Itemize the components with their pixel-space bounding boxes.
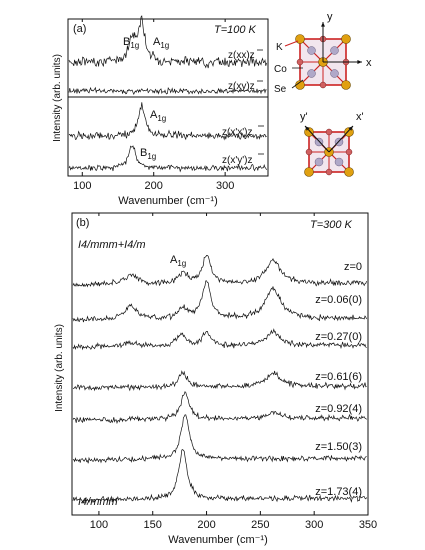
se-atom <box>307 46 316 55</box>
k-atom <box>295 34 305 44</box>
crystal-structure-bottom <box>304 125 354 177</box>
se-atom <box>307 69 316 78</box>
series-line <box>72 255 367 288</box>
series-line <box>73 370 367 392</box>
panel-b-plot-area <box>71 212 369 516</box>
co-atom <box>345 148 353 156</box>
x-tick-label: 250 <box>251 519 269 531</box>
geometry-label-xy: z(xy)z <box>228 81 255 92</box>
crystal-label-k: K <box>276 42 283 53</box>
k-atom <box>341 34 351 44</box>
co-atom <box>305 148 313 156</box>
co-atom <box>296 58 304 66</box>
crystal-axis-y: y <box>327 11 333 23</box>
k-pointer <box>284 40 299 47</box>
peak-label-a1g-lower: A1g <box>150 109 166 123</box>
se-atom <box>314 157 324 167</box>
panel-b-xlabel: Wavenumber (cm⁻¹) <box>168 534 268 546</box>
axis-arrow <box>304 125 330 153</box>
series-label: z=1.73(4) <box>315 486 362 498</box>
peak-label-a1g-b: A1g <box>170 254 186 268</box>
panel-a-label: (a) <box>73 23 86 35</box>
x-tick-label: 100 <box>73 180 91 192</box>
series-line <box>68 102 267 141</box>
series-line <box>72 449 367 504</box>
panel-a-x-ticks: 100 200 300 <box>73 19 234 192</box>
peak-label-a1g-upper: A1g <box>153 36 169 50</box>
panel-b-phase-top: I4/mmm+I4/m <box>78 239 146 251</box>
se-atom <box>334 157 344 167</box>
x-tick-label: 350 <box>359 519 377 531</box>
se-atom <box>330 46 339 55</box>
arrow-head <box>348 126 353 131</box>
panel-a-ylabel: Intensity (arb. units) <box>52 54 63 142</box>
crystal-axis-yprime: y' <box>300 111 308 123</box>
series-label: z=0.92(4) <box>315 403 362 415</box>
panel-a-traces <box>68 15 267 173</box>
series-line <box>72 391 367 425</box>
series-label: z=0.27(0) <box>315 331 362 343</box>
series-label: z=0.06(0) <box>315 294 362 306</box>
k-atom <box>341 80 351 90</box>
panel-b-x-ticks: 100 150 200 250 300 350 <box>90 213 377 531</box>
peak-label-b1g-upper: B1g <box>123 36 139 50</box>
peak-label-b1g-lower: B1g <box>140 147 156 161</box>
x-tick-label: 100 <box>90 519 108 531</box>
co-atom <box>325 128 333 136</box>
k-atom <box>344 167 354 177</box>
panel-b-ylabel: Intensity (arb. units) <box>54 324 65 412</box>
k-atom <box>304 127 314 137</box>
panel-a-xlabel: Wavenumber (cm⁻¹) <box>118 195 218 207</box>
x-tick-label: 150 <box>144 519 162 531</box>
series-label: z=1.50(3) <box>315 441 362 453</box>
k-atom <box>304 167 314 177</box>
arrow-head <box>321 22 325 27</box>
geometry-label-xpxp: z(x'x')z <box>222 127 252 138</box>
crystal-label-se: Se <box>274 84 287 95</box>
co-atom <box>325 168 333 176</box>
crystal-structure-top <box>284 22 362 90</box>
x-tick-label: 200 <box>197 519 215 531</box>
geometry-label-xpyp: z(x'y')z <box>222 155 252 166</box>
series-line <box>72 328 367 351</box>
series-line <box>72 280 367 323</box>
series-line <box>68 145 267 173</box>
crystal-axis-x: x <box>366 57 372 69</box>
k-atom <box>344 127 354 137</box>
x-tick-label: 300 <box>305 519 323 531</box>
panel-b-traces <box>72 255 367 504</box>
se-atom <box>330 69 339 78</box>
panel-a-temperature: T=100 K <box>214 24 257 36</box>
axis-arrow <box>328 125 354 153</box>
arrow-head <box>357 60 362 64</box>
arrow-head <box>305 126 310 131</box>
series-label: z=0 <box>344 261 362 273</box>
panel-b-label: (b) <box>76 217 89 229</box>
panel-b-temperature: T=300 K <box>310 219 353 231</box>
series-line <box>72 414 367 464</box>
crystal-axis-xprime: x' <box>356 111 364 123</box>
geometry-label-xx: z(xx)z <box>228 50 255 61</box>
co-atom <box>319 81 327 89</box>
series-line <box>68 86 267 95</box>
x-tick-label: 200 <box>145 180 163 192</box>
series-label: z=0.61(6) <box>315 371 362 383</box>
x-tick-label: 300 <box>216 180 234 192</box>
series-line <box>68 15 267 69</box>
se-pointer <box>291 79 304 89</box>
panel-b-series-labels: z=0 z=0.06(0) z=0.27(0) z=0.61(6) z=0.92(4) z… <box>315 261 362 498</box>
crystal-label-co: Co <box>274 64 287 75</box>
